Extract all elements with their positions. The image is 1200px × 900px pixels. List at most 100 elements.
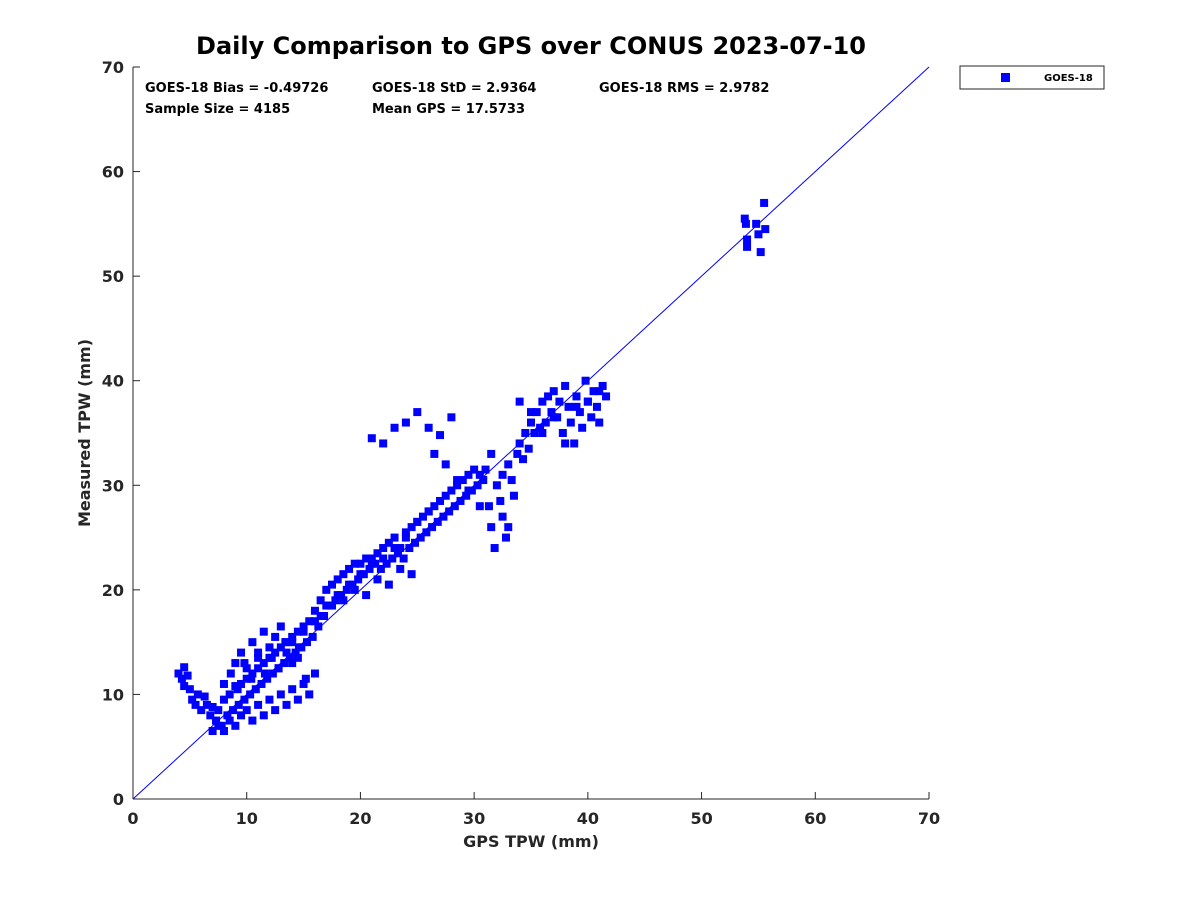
x-tick-label: 60 [804, 809, 826, 828]
data-point [598, 381, 607, 390]
data-point [450, 502, 459, 511]
data-point [271, 648, 280, 657]
data-point [293, 627, 302, 636]
data-point [367, 434, 376, 443]
legend: GOES-18 [959, 65, 1105, 90]
data-point [345, 564, 354, 573]
data-point [743, 242, 752, 251]
data-point [259, 711, 268, 720]
y-tick-label: 0 [113, 790, 124, 809]
data-point [441, 460, 450, 469]
data-point [473, 481, 482, 490]
stat-bias: GOES-18 Bias = -0.49726 [145, 81, 328, 96]
data-point [376, 564, 385, 573]
data-point [212, 716, 221, 725]
data-point [399, 554, 408, 563]
data-point [328, 601, 336, 610]
data-point [310, 617, 319, 626]
data-point [276, 622, 285, 631]
data-point [291, 648, 300, 657]
data-point [271, 706, 280, 715]
data-point [379, 439, 388, 448]
y-axis-ticks: 0 10 20 30 40 50 60 70 [102, 58, 140, 809]
data-point [464, 470, 473, 479]
data-point [183, 671, 192, 680]
x-tick-label: 10 [236, 809, 258, 828]
data-point [267, 653, 276, 662]
data-point [527, 418, 535, 427]
data-point [314, 622, 323, 631]
data-point [379, 554, 388, 563]
data-point [339, 596, 348, 605]
data-point [487, 449, 496, 458]
x-tick-label: 30 [463, 809, 485, 828]
y-tick-label: 10 [102, 685, 124, 704]
data-point [570, 439, 579, 448]
data-point [530, 429, 539, 437]
data-point [356, 570, 365, 579]
data-point [214, 706, 223, 715]
data-point [544, 392, 553, 401]
data-point [274, 664, 283, 673]
data-point [492, 481, 501, 490]
data-point [299, 679, 308, 688]
data-point [225, 690, 234, 699]
data-point [532, 408, 541, 417]
y-tick-label: 70 [102, 58, 124, 77]
data-point [288, 659, 297, 668]
data-point [226, 669, 235, 678]
data-point [418, 512, 427, 521]
data-point [282, 648, 291, 657]
data-point [390, 544, 399, 553]
data-point [254, 664, 263, 673]
data-point [229, 706, 238, 715]
data-point [583, 397, 592, 406]
data-point [208, 727, 217, 736]
data-point [536, 423, 545, 432]
data-point [464, 486, 473, 495]
data-point [322, 585, 331, 594]
data-point [200, 692, 209, 701]
data-point [447, 413, 456, 422]
data-point [595, 418, 604, 427]
data-point [541, 418, 550, 427]
data-point [354, 575, 363, 584]
data-point [595, 387, 604, 396]
y-tick-label: 60 [102, 163, 124, 182]
data-point [362, 591, 371, 600]
data-point [436, 431, 445, 440]
data-point [501, 533, 510, 542]
data-point [365, 564, 374, 573]
data-point [538, 429, 547, 437]
data-point [549, 413, 558, 422]
stat-rms: GOES-18 RMS = 2.9782 [599, 81, 769, 96]
data-point [310, 606, 319, 615]
data-point [441, 491, 450, 500]
data-point [436, 496, 445, 505]
data-point [276, 643, 285, 652]
data-point [280, 659, 289, 668]
data-point [257, 679, 266, 688]
data-point [498, 512, 507, 521]
data-point [484, 502, 493, 511]
data-point [754, 230, 763, 239]
data-point [185, 685, 194, 694]
data-point [223, 711, 232, 720]
data-point [316, 596, 325, 605]
y-tick-label: 20 [102, 581, 124, 600]
data-point [282, 700, 291, 709]
data-point [193, 690, 202, 699]
data-point [496, 496, 505, 505]
data-point [345, 580, 354, 589]
data-point [416, 533, 425, 542]
data-point [180, 663, 189, 672]
data-point [237, 679, 246, 688]
data-point [564, 402, 573, 411]
data-point [413, 408, 422, 417]
data-point [316, 612, 325, 620]
data-point [260, 669, 269, 678]
data-point [390, 423, 399, 432]
data-point [566, 418, 575, 427]
data-point [507, 476, 516, 485]
data-point [231, 659, 240, 668]
